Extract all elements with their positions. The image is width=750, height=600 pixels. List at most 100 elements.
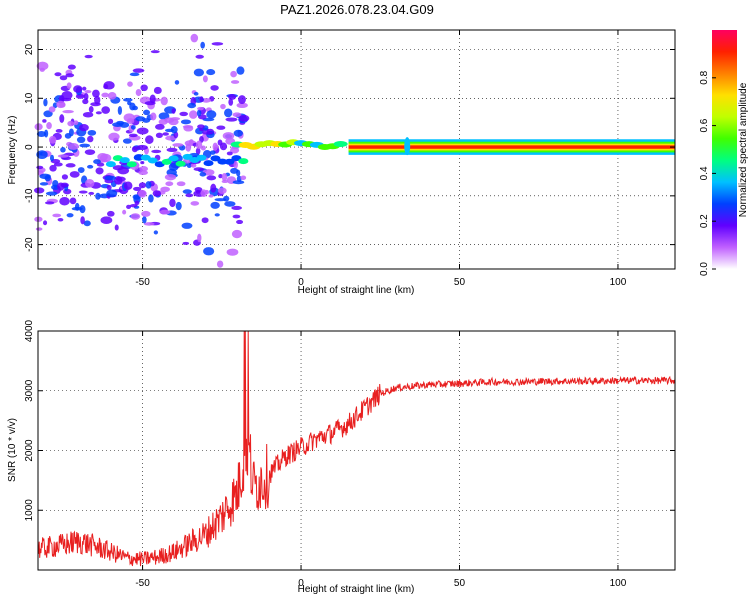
spectral-blob bbox=[176, 181, 186, 187]
spectral-blob bbox=[333, 140, 348, 147]
spectral-blob bbox=[52, 213, 62, 218]
spectral-blob bbox=[196, 154, 207, 161]
spectral-blob bbox=[132, 68, 145, 73]
spectral-blob bbox=[106, 210, 115, 217]
spectral-blob bbox=[69, 197, 77, 205]
spectral-blob bbox=[101, 106, 111, 114]
spectral-blob bbox=[92, 89, 100, 98]
spectral-blob bbox=[48, 135, 57, 144]
spectral-blob bbox=[161, 158, 172, 165]
spectral-blob bbox=[219, 142, 228, 151]
spectral-blob bbox=[142, 216, 147, 224]
spectrogram-x-ticks: -50 0 50 100 bbox=[135, 30, 627, 288]
spectral-blob bbox=[126, 204, 132, 209]
colorbar-tick-label: 0.8 bbox=[699, 70, 710, 84]
spectral-blob bbox=[230, 70, 237, 78]
spectral-blob bbox=[233, 161, 238, 169]
spectral-blob bbox=[59, 75, 68, 81]
spectral-blob bbox=[212, 142, 218, 151]
spectral-blob bbox=[149, 94, 156, 104]
spectral-blob bbox=[172, 143, 184, 147]
spectral-blob bbox=[76, 136, 86, 144]
spectral-blob bbox=[117, 166, 130, 175]
spectral-blob bbox=[190, 201, 200, 206]
spectral-blob bbox=[79, 143, 91, 148]
spectral-blob bbox=[75, 94, 85, 99]
spectral-blob bbox=[135, 89, 142, 97]
spectral-blob bbox=[123, 98, 133, 102]
spectral-blob bbox=[144, 101, 156, 106]
spectral-blob bbox=[148, 194, 154, 203]
spectral-blob bbox=[61, 174, 69, 180]
spectral-blob bbox=[88, 191, 95, 195]
spectral-blob bbox=[107, 92, 117, 100]
spectral-blob bbox=[84, 54, 93, 59]
spectral-blob bbox=[94, 95, 101, 105]
spectral-blob bbox=[103, 84, 109, 90]
spectral-blob bbox=[119, 157, 130, 164]
spectral-blob bbox=[231, 229, 243, 239]
spectral-blob bbox=[82, 86, 87, 91]
spectral-blob bbox=[193, 68, 205, 77]
y-tick-label: 10 bbox=[24, 92, 35, 104]
spectral-blob bbox=[165, 135, 177, 141]
spectral-blob bbox=[114, 224, 119, 231]
x-tick-label: 50 bbox=[454, 578, 466, 589]
snr-series-line bbox=[37, 330, 676, 567]
spectral-blob bbox=[133, 186, 142, 191]
spectral-blob bbox=[107, 118, 114, 125]
spectral-blob bbox=[240, 175, 247, 181]
spectral-blob bbox=[208, 194, 214, 198]
spectral-blob bbox=[57, 218, 64, 222]
spectral-blob bbox=[155, 132, 163, 139]
colorbar: 0.0 0.2 0.4 0.6 0.8 Normalized spectral ampl… bbox=[699, 30, 749, 276]
spectral-blob bbox=[67, 64, 76, 70]
spectrogram-y-label: Frequency (Hz) bbox=[7, 116, 18, 185]
spectral-blob bbox=[44, 201, 55, 205]
spectral-blob bbox=[174, 80, 180, 85]
spectral-blob bbox=[140, 84, 148, 92]
spectral-blob bbox=[166, 147, 178, 152]
spectral-blob bbox=[164, 173, 177, 181]
spectral-blob bbox=[48, 106, 56, 113]
spectral-blob bbox=[182, 241, 190, 245]
spectral-blob bbox=[151, 149, 162, 154]
spectral-blob bbox=[159, 209, 171, 215]
spectral-blob bbox=[46, 122, 52, 130]
x-tick-label: 0 bbox=[298, 578, 304, 589]
spectral-blob bbox=[106, 189, 118, 198]
spectral-blob bbox=[153, 230, 159, 235]
spectral-blob bbox=[73, 120, 79, 126]
spectral-blob bbox=[143, 222, 155, 226]
spectral-blob bbox=[200, 189, 208, 197]
x-tick-label: 100 bbox=[610, 578, 627, 589]
snr-panel: -50 0 50 100 4000 3000 2000 1000 Height of str… bbox=[7, 319, 676, 595]
spectral-blob bbox=[193, 167, 205, 171]
spectral-blob bbox=[87, 164, 94, 169]
spectral-blob bbox=[183, 125, 194, 132]
spectral-blob bbox=[201, 131, 214, 135]
figure-title: PAZ1.2026.078.23.04.G09 bbox=[280, 2, 434, 17]
spectral-blob bbox=[187, 102, 197, 109]
spectral-blob bbox=[236, 219, 244, 225]
spectral-blob bbox=[133, 154, 144, 161]
spectral-blob bbox=[139, 166, 149, 172]
spectral-blob bbox=[182, 153, 193, 160]
spectral-blob bbox=[57, 154, 70, 158]
colorbar-label: Normalized spectral amplitude bbox=[738, 82, 749, 217]
spectral-blob bbox=[88, 106, 94, 113]
spectral-blob bbox=[59, 114, 65, 123]
x-tick-label: 0 bbox=[298, 277, 304, 288]
spectral-blob bbox=[230, 80, 240, 84]
spectral-blob bbox=[36, 61, 49, 71]
spectral-blob bbox=[233, 129, 243, 137]
spectral-blob bbox=[180, 119, 192, 125]
spectral-blob bbox=[35, 227, 43, 231]
spectral-blob bbox=[62, 109, 74, 114]
x-tick-label: -50 bbox=[135, 277, 150, 288]
spectral-blob bbox=[95, 111, 102, 115]
spectral-blob bbox=[44, 174, 51, 182]
spectral-blob bbox=[45, 191, 58, 196]
spectral-blob bbox=[188, 139, 194, 145]
y-tick-label: 3000 bbox=[24, 379, 35, 402]
